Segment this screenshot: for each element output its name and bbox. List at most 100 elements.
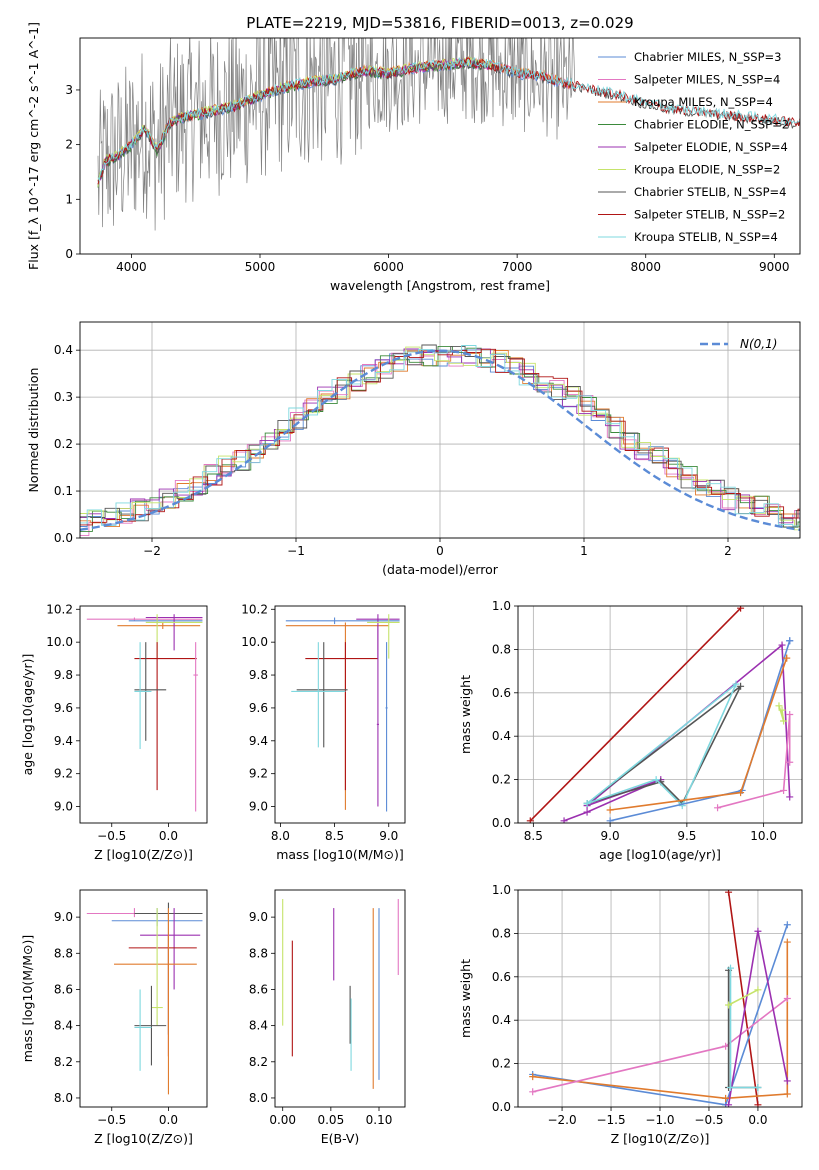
weight-marker	[737, 606, 745, 612]
weight-marker	[583, 808, 591, 816]
x-tick-label: −1.0	[645, 1113, 674, 1127]
y-axis-label: mass weight	[458, 959, 473, 1038]
y-tick-label: 9.0	[54, 910, 73, 924]
y-tick-label: 8.0	[54, 1091, 73, 1105]
weight-marker	[678, 802, 686, 810]
x-tick-label: 7000	[502, 260, 533, 274]
legend-entry: N(0,1)	[740, 337, 777, 351]
weight-marker	[725, 890, 733, 896]
weight-marker	[778, 641, 786, 649]
weight-marker	[526, 817, 534, 823]
histogram-step-4	[80, 348, 800, 524]
histogram-step-6	[80, 344, 800, 528]
weight-marker	[786, 793, 794, 801]
axes-frame	[79, 605, 208, 824]
x-tick-label: 0.00	[269, 1113, 296, 1127]
y-tick-label: 10.2	[46, 602, 73, 616]
legend-entry: Kroupa STELIB, N_SSP=4	[634, 230, 778, 244]
y-axis-label: mass weight	[458, 675, 473, 754]
x-axis-label: (data-model)/error	[382, 562, 499, 577]
weight-marker	[722, 1094, 730, 1102]
axes-frame	[274, 605, 406, 824]
weight-marker	[783, 921, 791, 929]
x-axis-label: age [log10(age/yr)]	[599, 847, 721, 862]
y-tick-label: 10.2	[241, 602, 268, 616]
x-tick-label: 0	[436, 544, 444, 558]
y-tick-label: 0.4	[54, 343, 73, 357]
y-tick-label: 0.1	[54, 484, 73, 498]
residuals-chart: −2 −1 0 1 2 0.0 0.1 0.2 0.3 0.4 (data-model)/error…	[26, 321, 801, 577]
y-tick-label: 0.2	[54, 437, 73, 451]
axes-frame	[79, 889, 208, 1108]
weight-line-2	[532, 942, 789, 1100]
y-tick-label: 0.0	[492, 1100, 511, 1114]
y-tick-label: 0.8	[492, 642, 511, 656]
y-tick-label: 0.6	[492, 686, 511, 700]
mass-vs-EBV-chart: 0.00 0.05 0.10 8.0 8.2 8.4 8.6 8.8 9.0 E(B-V)	[249, 889, 406, 1146]
axes-frame	[274, 889, 406, 1108]
y-tick-label: 9.8	[54, 668, 73, 682]
y-tick-label: 8.6	[249, 982, 268, 996]
legend-entry: Salpeter ELODIE, N_SSP=4	[634, 140, 788, 154]
weight-marker	[754, 1101, 762, 1107]
y-tick-label: 8.4	[54, 1019, 73, 1033]
x-tick-label: 4000	[116, 260, 147, 274]
y-tick-label: 9.2	[54, 767, 73, 781]
x-axis-label: Z [log10(Z/Z⊙)]	[94, 1131, 193, 1146]
y-tick-label: 1	[65, 192, 73, 206]
x-tick-label: 0.0	[748, 1113, 767, 1127]
x-tick-label: 9.5	[677, 829, 696, 843]
weight-marker	[780, 786, 788, 794]
y-tick-label: 3	[65, 83, 73, 97]
observed-spectrum-line	[97, 38, 576, 231]
x-tick-label: 9.0	[601, 829, 620, 843]
weight-line-0	[529, 607, 742, 822]
weight-marker	[783, 938, 791, 946]
weight-marker	[606, 817, 614, 823]
spectrum-legend: Chabrier MILES, N_SSP=3 Salpeter MILES, N…	[598, 50, 789, 244]
legend-entry: Chabrier MILES, N_SSP=3	[634, 50, 781, 64]
legend-entry: Chabrier ELODIE, N_SSP=2	[634, 118, 789, 132]
mass-vs-Z-chart: −0.5 0.0 8.0 8.2 8.4 8.6 8.8 9.0 Z [log10(Z/Z⊙)]…	[20, 889, 208, 1146]
x-tick-label: −2	[143, 544, 161, 558]
x-tick-label: 9000	[759, 260, 790, 274]
weight-marker	[560, 817, 568, 823]
y-tick-label: 0.4	[492, 1013, 511, 1027]
y-tick-label: 0.0	[492, 816, 511, 830]
weight-marker	[775, 702, 783, 710]
legend-entry: Salpeter STELIB, N_SSP=2	[634, 208, 785, 222]
plot-area	[526, 606, 794, 823]
weight-vs-Z-chart: −2.0 −1.5 −1.0 −0.5 0.0 0.0 0.2 0.4 0.6 0.8 1.0 Z […	[458, 883, 803, 1146]
weight-marker	[725, 1001, 733, 1009]
x-tick-label: 8.5	[325, 829, 344, 843]
age-vs-mass-chart: 8.0 8.5 9.0 9.0 9.2 9.4 9.6 9.8 10.0 10.2 mass [lo…	[241, 602, 406, 862]
weight-marker	[714, 804, 722, 812]
y-axis-label: Normed distribution	[26, 368, 41, 493]
weight-vs-age-chart: 8.5 9.0 9.5 10.0 0.0 0.2 0.4 0.6 0.8 1.0 age [log1…	[458, 599, 803, 862]
y-tick-label: 2	[65, 138, 73, 152]
weight-marker	[529, 1073, 537, 1081]
y-axis-label: Flux [f_λ 10^-17 erg cm^-2 s^-1 A^-1]	[26, 22, 41, 270]
y-axis-label: age [log10(age/yr)]	[20, 654, 35, 776]
axes-frame	[79, 37, 801, 255]
y-tick-label: 0.0	[54, 531, 73, 545]
y-tick-label: 8.8	[54, 946, 73, 960]
x-tick-label: 10.0	[750, 829, 777, 843]
spectrum-plot-area	[97, 38, 800, 231]
y-tick-label: 10.0	[241, 635, 268, 649]
weight-marker	[754, 986, 762, 994]
axes-frame	[517, 889, 803, 1108]
weight-marker	[778, 706, 786, 714]
weight-marker	[754, 1083, 762, 1091]
y-tick-label: 0.6	[492, 970, 511, 984]
histogram-step-3	[80, 345, 800, 532]
y-tick-label: 8.4	[249, 1019, 268, 1033]
legend-entry: Chabrier STELIB, N_SSP=4	[634, 185, 786, 199]
weight-marker	[786, 758, 794, 766]
x-tick-label: 0.10	[366, 1113, 393, 1127]
x-tick-label: 2	[724, 544, 732, 558]
plot-area	[86, 902, 203, 1095]
axes-frame	[517, 605, 803, 824]
figure-title: PLATE=2219, MJD=53816, FIBERID=0013, z=0…	[246, 14, 633, 32]
